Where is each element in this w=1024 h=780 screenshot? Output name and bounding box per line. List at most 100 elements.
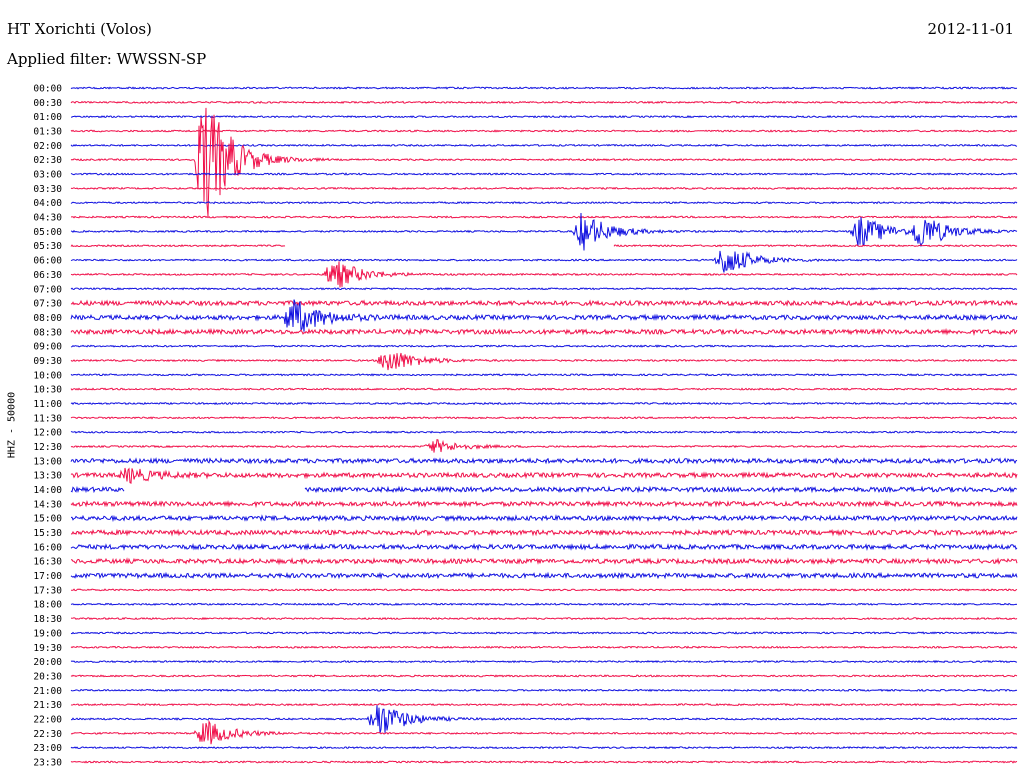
row-time-label: 23:30	[33, 757, 62, 768]
trace-line	[70, 430, 1018, 434]
trace-line	[70, 438, 1017, 453]
trace-line	[70, 514, 1018, 523]
trace-line	[70, 528, 1018, 537]
row-time-label: 05:30	[33, 241, 62, 252]
row-time-label: 19:30	[33, 643, 62, 654]
trace-line	[70, 746, 1018, 750]
row-time-label: 03:30	[33, 184, 62, 195]
time-labels: 00:00 00:30 01:00 01:30 02:00 02:30 03:00 03:30…	[33, 84, 62, 769]
trace-line	[70, 129, 1018, 133]
row-time-label: 17:00	[33, 571, 62, 582]
row-time-label: 12:30	[33, 442, 62, 453]
row-time-label: 00:30	[33, 98, 62, 109]
trace-line	[70, 645, 1018, 649]
trace-line	[70, 244, 1018, 248]
row-time-label: 02:00	[33, 141, 62, 152]
row-time-label: 01:00	[33, 112, 62, 123]
row-time-label: 14:00	[33, 485, 62, 496]
trace-line	[70, 186, 1018, 191]
row-time-label: 06:30	[33, 270, 62, 281]
row-time-label: 20:00	[33, 657, 62, 668]
trace-line	[70, 571, 1018, 580]
seismic-traces	[70, 86, 1018, 764]
row-time-label: 10:30	[33, 385, 62, 396]
row-time-label: 12:00	[33, 428, 62, 439]
row-time-label: 04:30	[33, 213, 62, 224]
trace-line	[71, 557, 1018, 566]
row-time-label: 07:30	[33, 299, 62, 310]
trace-line	[70, 705, 1018, 734]
trace-line	[70, 602, 1018, 606]
trace-line	[70, 373, 1018, 377]
trace-line	[70, 86, 1018, 90]
station-title: HT Xorichti (Volos)	[7, 20, 152, 38]
trace-line	[70, 172, 1018, 176]
row-time-label: 20:30	[33, 671, 62, 682]
trace-line	[70, 499, 1018, 509]
row-time-label: 22:30	[33, 729, 62, 740]
row-time-label: 21:30	[33, 700, 62, 711]
trace-line	[70, 287, 1018, 291]
trace-line	[70, 542, 1018, 551]
trace-line	[70, 250, 1018, 273]
trace-line	[70, 212, 1018, 251]
trace-line	[70, 719, 1017, 745]
trace-line	[70, 299, 1018, 332]
trace-line	[70, 631, 1018, 635]
trace-line	[71, 114, 1018, 119]
row-time-label: 08:30	[33, 327, 62, 338]
row-time-label: 21:00	[33, 686, 62, 697]
row-time-label: 00:00	[33, 84, 62, 95]
trace-line	[70, 100, 1018, 104]
row-time-label: 09:30	[33, 356, 62, 367]
trace-line	[70, 702, 1018, 707]
filter-label: Applied filter: WWSSN-SP	[7, 50, 207, 68]
row-time-label: 07:00	[33, 284, 62, 295]
trace-line	[70, 215, 1018, 219]
trace-line	[70, 674, 1018, 678]
trace-line	[70, 201, 1018, 205]
row-time-label: 13:00	[33, 456, 62, 467]
trace-line	[70, 688, 1018, 692]
row-time-label: 05:00	[33, 227, 62, 238]
trace-line	[70, 401, 1017, 406]
row-time-label: 08:00	[33, 313, 62, 324]
row-time-label: 22:00	[33, 714, 62, 725]
row-time-label: 13:30	[33, 471, 62, 482]
row-time-label: 11:30	[33, 413, 62, 424]
trace-line	[70, 588, 1018, 592]
row-time-label: 06:00	[33, 256, 62, 267]
row-time-label: 15:00	[33, 514, 62, 525]
date-label: 2012-11-01	[927, 20, 1014, 38]
row-time-label: 02:30	[33, 155, 62, 166]
trace-line	[70, 659, 1018, 664]
trace-line	[70, 327, 1018, 336]
trace-line	[70, 387, 1018, 391]
row-time-label: 14:30	[33, 499, 62, 510]
trace-line	[70, 616, 1018, 621]
row-time-label: 16:00	[33, 542, 62, 553]
row-time-label: 23:00	[33, 743, 62, 754]
trace-line	[70, 485, 1018, 494]
trace-line	[70, 760, 1018, 764]
row-time-label: 01:30	[33, 127, 62, 138]
row-time-label: 19:00	[33, 628, 62, 639]
row-time-label: 03:00	[33, 170, 62, 181]
trace-line	[70, 467, 1018, 484]
trace-line	[70, 352, 1018, 371]
row-time-label: 04:00	[33, 198, 62, 209]
row-time-label: 09:00	[33, 342, 62, 353]
row-time-label: 18:30	[33, 614, 62, 625]
row-time-label: 17:30	[33, 585, 62, 596]
trace-line	[70, 456, 1018, 465]
trace-line	[70, 299, 1018, 308]
trace-line	[70, 344, 1018, 348]
trace-line	[70, 416, 1017, 420]
row-time-label: 10:00	[33, 370, 62, 381]
row-time-label: 11:00	[33, 399, 62, 410]
row-time-label: 15:30	[33, 528, 62, 539]
trace-line	[70, 107, 1018, 217]
trace-line	[70, 261, 1018, 288]
row-time-label: 16:30	[33, 557, 62, 568]
